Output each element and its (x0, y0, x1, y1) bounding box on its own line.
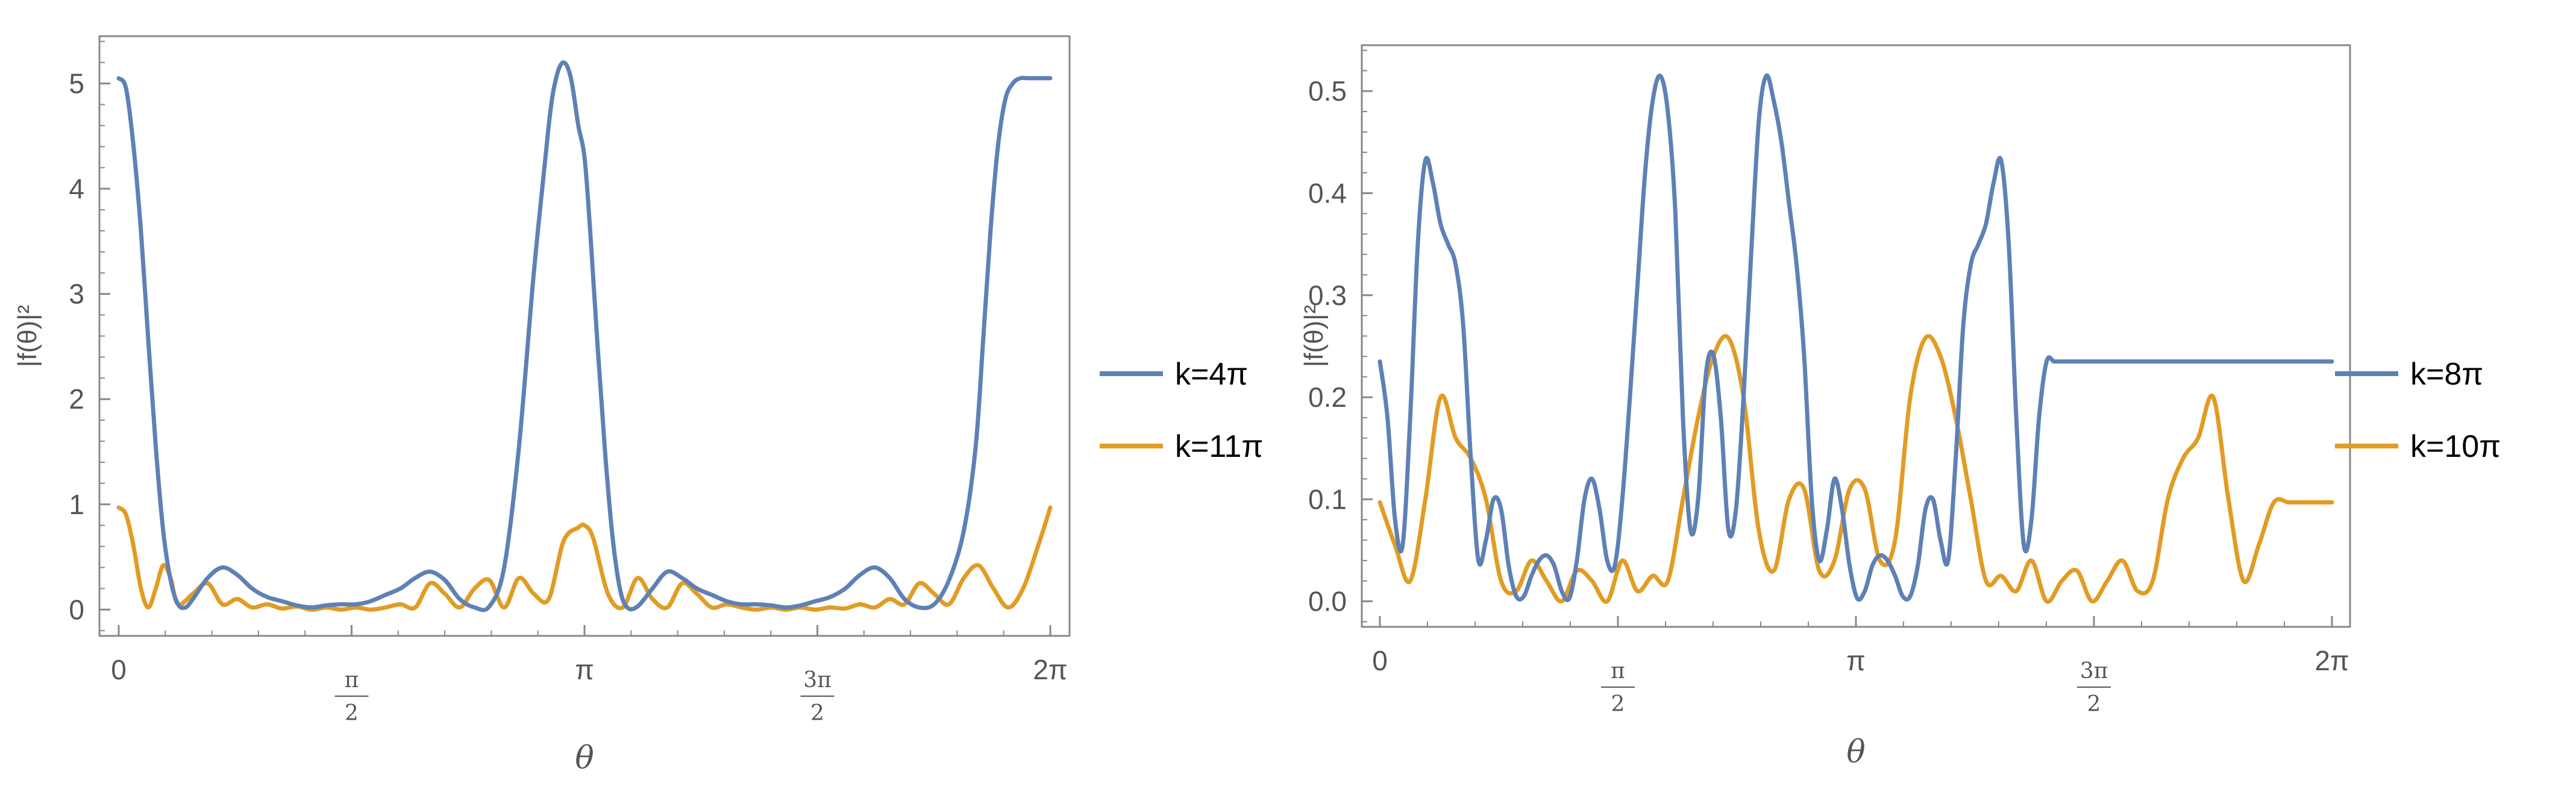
x-tick-label: 0 (1372, 645, 1388, 676)
chart-2: 0.00.10.20.30.40.50 π2π 3π22πθ|f(θ)|²k=8πk… (1299, 44, 2501, 770)
y-axis-label: |f(θ)|² (1299, 305, 1329, 368)
x-tick-label: π (1846, 645, 1866, 676)
legend-label: k=10π (2410, 429, 2501, 464)
y-tick-label: 0.1 (1308, 483, 1347, 515)
series-line-2 (1377, 334, 2334, 604)
legend-label: k=4π (1175, 357, 1248, 392)
x-axis-label: θ (575, 740, 594, 776)
y-axis-label: |f(θ)|² (13, 305, 42, 368)
x-tick-label-denominator: 2 (810, 701, 824, 726)
x-tick-label: π (575, 654, 594, 685)
x-tick-label: 2π (2314, 645, 2349, 676)
x-tick-label-denominator: 2 (1611, 692, 1625, 717)
y-tick-label: 0 (69, 594, 84, 625)
x-tick-label-numerator: 3π (2080, 659, 2108, 683)
series-line-1 (116, 60, 1053, 612)
y-tick-label: 0.3 (1308, 280, 1347, 311)
y-tick-label: 1 (69, 489, 84, 520)
series-line-2 (116, 505, 1053, 612)
y-tick-label: 4 (69, 173, 84, 204)
plot-frame (1361, 44, 2351, 628)
y-tick-label: 0.2 (1308, 382, 1347, 413)
legend-item-2: k=11π (1100, 429, 1263, 464)
y-tick-label: 0.0 (1308, 586, 1347, 617)
y-tick-label: 2 (69, 383, 84, 415)
y-tick-label: 5 (69, 68, 84, 99)
x-axis-label: θ (1846, 734, 1865, 770)
series-line-1 (1377, 73, 2334, 603)
x-tick-label-denominator: 2 (345, 701, 359, 726)
legend-label: k=8π (2410, 357, 2483, 392)
x-tick-label-numerator: π (1611, 659, 1625, 683)
x-tick-label: 2π (1033, 654, 1067, 685)
x-tick-label-denominator: 2 (2087, 692, 2101, 717)
y-tick-label: 0.5 (1308, 75, 1347, 107)
x-tick-label-numerator: 3π (803, 668, 832, 693)
x-tick-label-numerator: π (345, 668, 359, 693)
plot-frame (98, 35, 1071, 637)
legend-item-1: k=4π (1100, 357, 1248, 392)
y-tick-label: 0.4 (1308, 177, 1347, 209)
legend-item-2: k=10π (2335, 429, 2501, 464)
legend-label: k=11π (1175, 429, 1263, 464)
legend-item-1: k=8π (2335, 357, 2483, 392)
x-tick-label: 0 (111, 654, 127, 685)
y-tick-label: 3 (69, 278, 84, 310)
